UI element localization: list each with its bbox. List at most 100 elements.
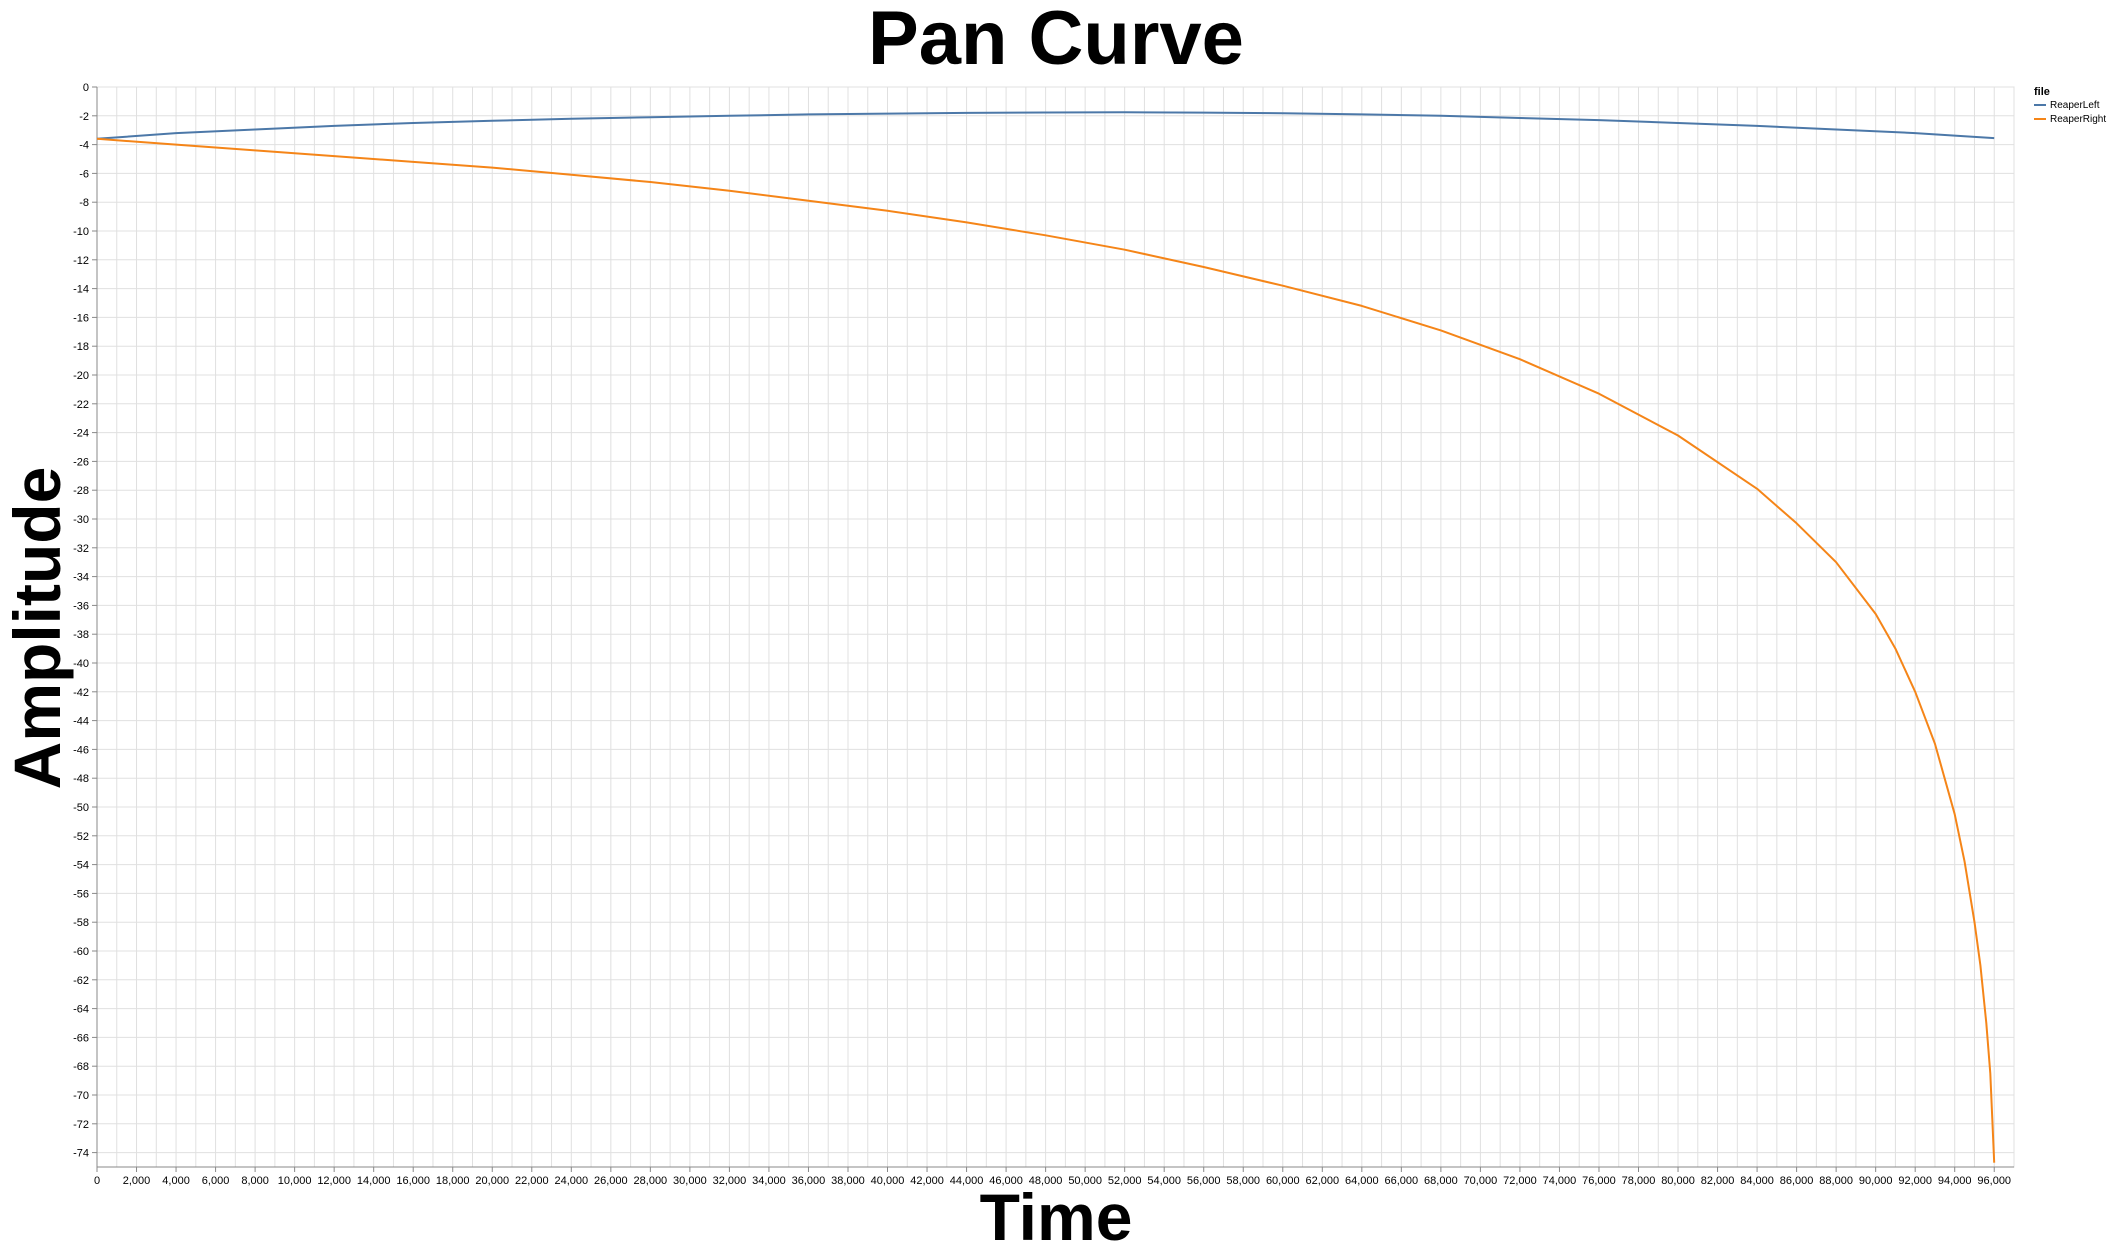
y-tick-label: -36 — [73, 600, 89, 612]
grid — [96, 86, 2015, 1168]
y-tick-label: -32 — [73, 543, 89, 555]
y-tick-label: -28 — [73, 485, 89, 497]
y-tick-label: -40 — [73, 658, 89, 670]
x-tick-label: 2,000 — [123, 1175, 151, 1187]
x-tick-label: 22,000 — [515, 1175, 549, 1187]
x-tick-label: 18,000 — [436, 1175, 470, 1187]
x-tick-label: 90,000 — [1859, 1175, 1893, 1187]
x-tick-label: 12,000 — [317, 1175, 351, 1187]
x-tick-label: 38,000 — [831, 1175, 865, 1187]
x-tick-label: 82,000 — [1701, 1175, 1735, 1187]
x-tick-label: 4,000 — [162, 1175, 190, 1187]
series-line-reaperright — [96, 137, 1996, 1163]
y-tick-label: -50 — [73, 802, 89, 814]
y-tick-label: -54 — [73, 860, 89, 872]
legend-label: ReaperLeft — [2050, 100, 2100, 111]
x-tick-label: 62,000 — [1305, 1175, 1339, 1187]
x-tick-label: 72,000 — [1503, 1175, 1537, 1187]
x-tick-label: 40,000 — [871, 1175, 905, 1187]
x-tick-label: 50,000 — [1068, 1175, 1102, 1187]
x-tick-label: 80,000 — [1661, 1175, 1695, 1187]
y-tick-label: -14 — [73, 284, 89, 296]
y-axis: 0 -2 -4 -6 -8 -10 -12 -14 -16 -18 -20 -22 -24 -26 -28 -… — [73, 82, 98, 1167]
y-tick-label: -20 — [73, 370, 89, 382]
series-lines — [96, 111, 1996, 1163]
x-tick-label: 14,000 — [357, 1175, 391, 1187]
y-tick-label: -26 — [73, 456, 89, 468]
x-tick-label: 34,000 — [752, 1175, 786, 1187]
x-tick-label: 6,000 — [202, 1175, 230, 1187]
x-tick-label: 74,000 — [1543, 1175, 1577, 1187]
y-tick-label: -10 — [73, 226, 89, 238]
series-line-reaperleft — [96, 111, 1995, 140]
x-tick-label: 8,000 — [241, 1175, 269, 1187]
x-tick-label: 10,000 — [278, 1175, 312, 1187]
x-tick-label: 64,000 — [1345, 1175, 1379, 1187]
y-tick-label: -38 — [73, 629, 89, 641]
y-tick-label: -58 — [73, 917, 89, 929]
x-tick-label: 56,000 — [1187, 1175, 1221, 1187]
x-tick-label: 28,000 — [634, 1175, 668, 1187]
x-tick-label: 88,000 — [1819, 1175, 1853, 1187]
y-tick-label: -30 — [73, 514, 89, 526]
x-tick-label: 16,000 — [396, 1175, 430, 1187]
y-tick-label: -64 — [73, 1004, 89, 1016]
x-tick-label: 58,000 — [1226, 1175, 1260, 1187]
x-tick-label: 32,000 — [713, 1175, 747, 1187]
x-tick-label: 26,000 — [594, 1175, 628, 1187]
x-tick-label: 52,000 — [1108, 1175, 1142, 1187]
y-tick-label: -66 — [73, 1032, 89, 1044]
y-tick-label: -8 — [79, 197, 89, 209]
x-axis: 0 2,000 4,000 6,000 8,000 10,000 12,000 14,000 1… — [94, 1166, 2014, 1187]
y-tick-label: -24 — [73, 428, 89, 440]
x-tick-label: 46,000 — [989, 1175, 1023, 1187]
x-tick-label: 24,000 — [554, 1175, 588, 1187]
x-tick-label: 68,000 — [1424, 1175, 1458, 1187]
y-tick-label: -56 — [73, 888, 89, 900]
legend: file ReaperLeft ReaperRight — [2034, 86, 2106, 125]
x-tick-label: 84,000 — [1740, 1175, 1774, 1187]
x-tick-label: 66,000 — [1385, 1175, 1419, 1187]
y-tick-label: -44 — [73, 716, 89, 728]
legend-label: ReaperRight — [2050, 114, 2106, 125]
chart-title: Pan Curve — [868, 0, 1244, 81]
y-tick-label: -48 — [73, 773, 89, 785]
x-tick-label: 20,000 — [475, 1175, 509, 1187]
x-tick-label: 86,000 — [1780, 1175, 1814, 1187]
legend-title: file — [2034, 86, 2050, 98]
y-tick-label: -16 — [73, 312, 89, 324]
y-tick-label: -42 — [73, 687, 89, 699]
y-tick-label: -70 — [73, 1090, 89, 1102]
y-tick-label: -60 — [73, 946, 89, 958]
x-tick-label: 54,000 — [1147, 1175, 1181, 1187]
x-tick-label: 94,000 — [1938, 1175, 1972, 1187]
y-tick-label: -12 — [73, 255, 89, 267]
x-tick-label: 76,000 — [1582, 1175, 1616, 1187]
y-tick-label: -74 — [73, 1148, 89, 1160]
x-tick-label: 96,000 — [1977, 1175, 2011, 1187]
y-tick-label: -2 — [79, 111, 89, 123]
y-tick-label: -46 — [73, 744, 89, 756]
y-tick-label: -4 — [79, 140, 89, 152]
plot-frame — [96, 86, 2015, 1168]
y-axis-title: Amplitude — [0, 467, 74, 790]
x-tick-label: 0 — [94, 1175, 100, 1187]
x-axis-title: Time — [980, 1180, 1133, 1254]
y-tick-label: -22 — [73, 399, 89, 411]
y-tick-label: -62 — [73, 975, 89, 987]
y-tick-label: -72 — [73, 1119, 89, 1131]
y-tick-label: -34 — [73, 572, 89, 584]
x-tick-label: 30,000 — [673, 1175, 707, 1187]
legend-items: ReaperLeft ReaperRight — [2034, 100, 2106, 125]
y-tick-label: -68 — [73, 1061, 89, 1073]
y-tick-label: -52 — [73, 831, 89, 843]
x-tick-label: 42,000 — [910, 1175, 944, 1187]
x-tick-label: 44,000 — [950, 1175, 984, 1187]
y-tick-label: 0 — [83, 82, 89, 94]
y-tick-label: -6 — [79, 168, 89, 180]
x-tick-label: 60,000 — [1266, 1175, 1300, 1187]
x-tick-label: 36,000 — [792, 1175, 826, 1187]
y-tick-label: -18 — [73, 341, 89, 353]
x-tick-label: 78,000 — [1622, 1175, 1656, 1187]
